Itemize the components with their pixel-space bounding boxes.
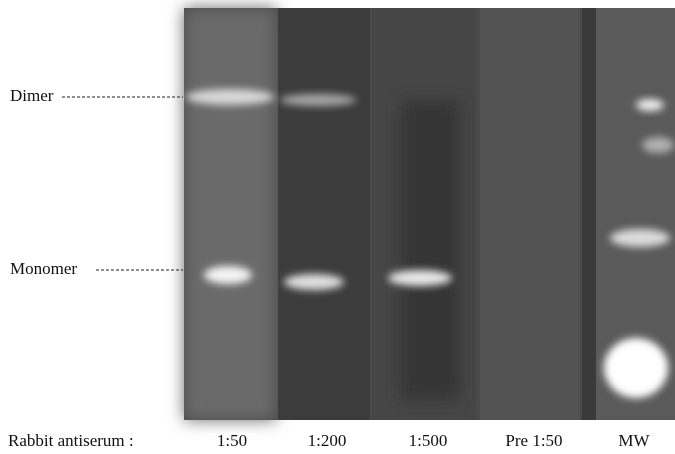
lane-label: 1:50 (217, 431, 247, 450)
lane-label: 1:200 (308, 431, 347, 450)
gel (184, 8, 675, 420)
lane-label: Pre 1:50 (505, 431, 562, 450)
band-label: Dimer (10, 86, 54, 105)
lane-label: 1:500 (409, 431, 448, 450)
lane-label: MW (618, 431, 650, 450)
lanes-caption: Rabbit antiserum : (8, 431, 134, 450)
band-label: Monomer (10, 259, 77, 278)
